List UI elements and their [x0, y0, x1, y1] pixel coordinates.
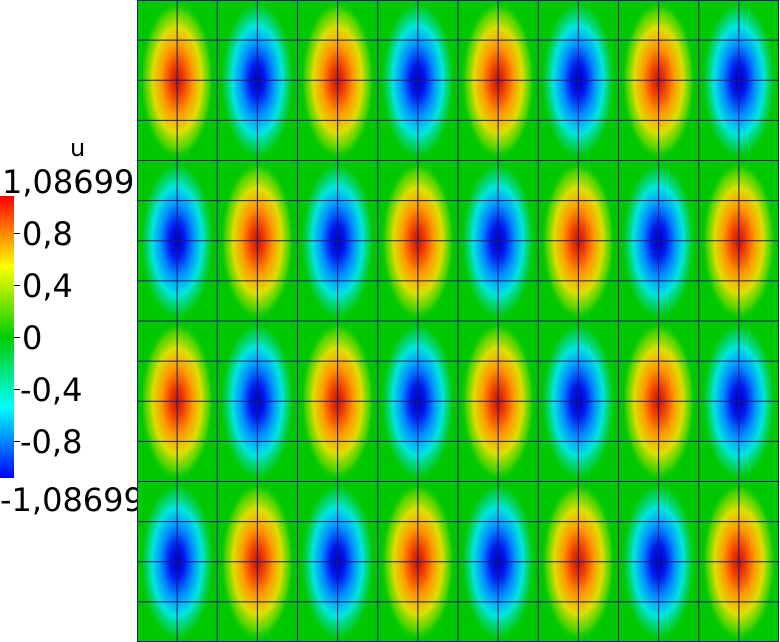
colorbar-tick-label: -0,4: [20, 371, 83, 409]
colorbar-tick-mark: [14, 233, 20, 234]
colorbar-gradient: [0, 196, 14, 478]
colorbar-max-label: 1,08699: [2, 163, 135, 201]
colorbar-tick-mark: [14, 285, 20, 286]
heatmap-plot: [137, 0, 779, 642]
colorbar-tick-label: -0,8: [20, 423, 83, 461]
colorbar-tick-label: 0: [22, 319, 43, 357]
colorbar-tick-mark: [14, 389, 20, 390]
colorbar-tick-label: 0,4: [22, 267, 73, 305]
colorbar-min-label: -1,08699: [0, 481, 144, 519]
colorbar-legend: u 1,08699 -1,08699 0,8 0,4 0 -0,4 -0,8: [0, 0, 144, 642]
colorbar-title: u: [70, 134, 86, 162]
colorbar-tick-label: 0,8: [22, 215, 73, 253]
colorbar-tick-mark: [14, 337, 20, 338]
colorbar-tick-mark: [14, 441, 20, 442]
